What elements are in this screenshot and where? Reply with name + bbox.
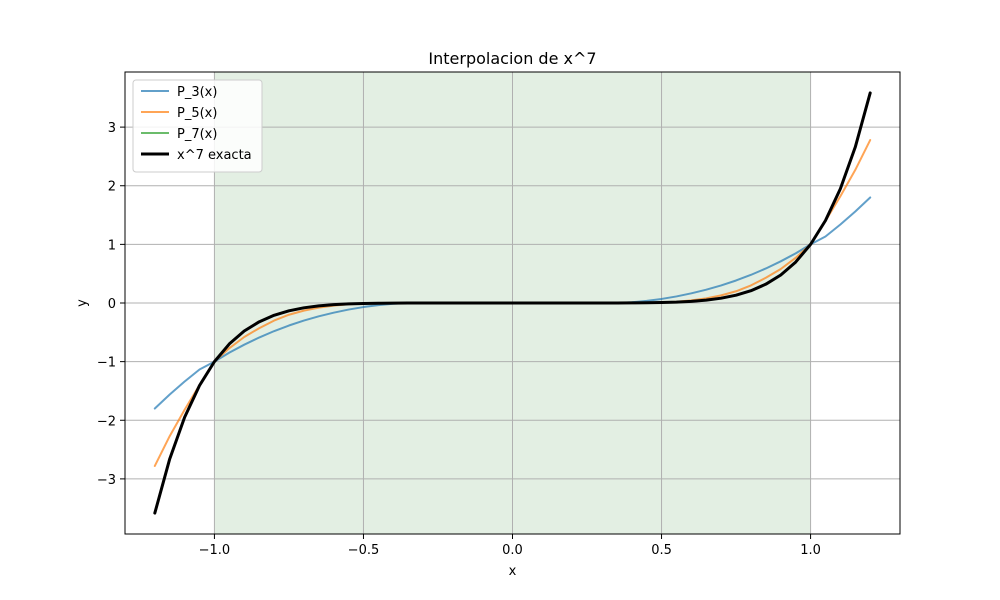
legend-box [132, 79, 263, 173]
series-group [153, 91, 872, 515]
y-tick-label: −2 [97, 414, 116, 429]
legend-label-1: P_3(x) [177, 85, 217, 100]
y-axis-label: y [75, 299, 90, 307]
legend-label-2: P_5(x) [177, 106, 217, 121]
x-tick-label: −0.5 [348, 543, 380, 558]
legend-label-3: P_7(x) [177, 127, 217, 142]
x-tick-label: 1.0 [800, 543, 821, 558]
legend-label-4: x^7 exacta [177, 148, 252, 163]
x-tick-label: 0.0 [502, 543, 523, 558]
x-tick-label: −1.0 [199, 543, 231, 558]
legend: P_3(x) P_5(x) P_7(x) x^7 exacta [132, 79, 263, 173]
y-tick-label: 3 [108, 121, 116, 136]
plot-area: −1.0 −0.5 0.0 0.5 1.0 −3 −2 −1 0 1 2 3 [97, 71, 901, 558]
y-tick-label: 1 [108, 238, 116, 253]
x-axis-label: x [509, 564, 517, 579]
chart-title: Interpolacion de x^7 [428, 49, 596, 68]
y-tick-label: −1 [97, 356, 116, 371]
series-line-4 [153, 91, 872, 515]
y-tick-label: −3 [97, 473, 116, 488]
y-tick-label: 0 [108, 297, 116, 312]
y-tick-label: 2 [108, 180, 116, 195]
x-tick-label: 0.5 [651, 543, 672, 558]
